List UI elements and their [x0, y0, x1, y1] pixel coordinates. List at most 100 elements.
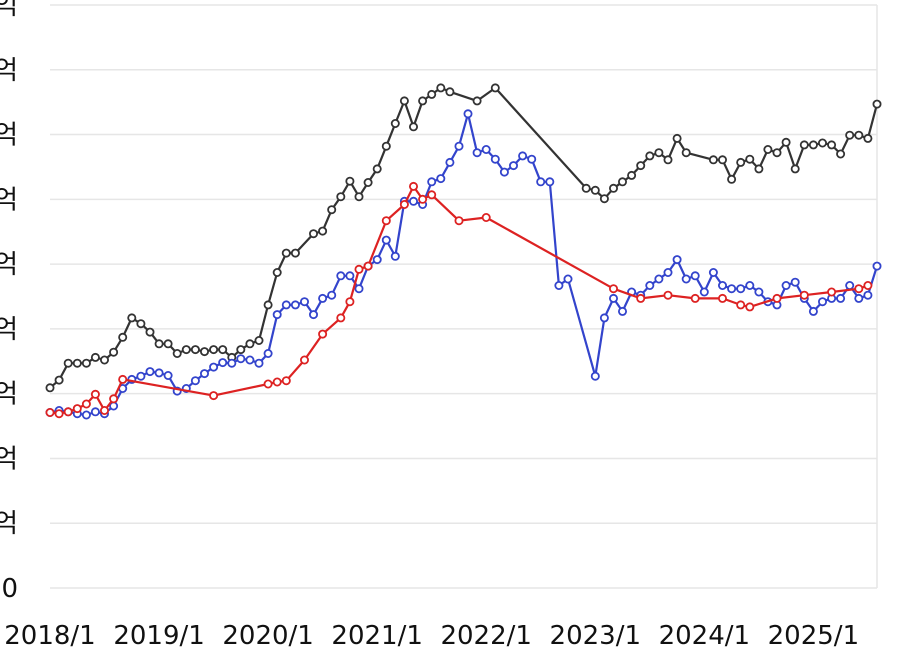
- data-point: [63, 358, 73, 368]
- data-point: [418, 96, 428, 106]
- data-point: [72, 404, 82, 414]
- data-point: [799, 290, 809, 300]
- data-point: [818, 297, 828, 307]
- y-tick-label: 억: [0, 250, 18, 280]
- data-point: [236, 354, 246, 364]
- data-point: [90, 389, 100, 399]
- data-point: [218, 358, 228, 368]
- data-point: [490, 83, 500, 93]
- y-tick-label: 억: [0, 315, 18, 345]
- data-point: [836, 293, 846, 303]
- data-point: [72, 358, 82, 368]
- data-point: [54, 409, 64, 419]
- data-point: [718, 293, 728, 303]
- data-point: [408, 122, 418, 132]
- data-point: [827, 140, 837, 150]
- data-point: [554, 280, 564, 290]
- data-point: [299, 297, 309, 307]
- data-point: [445, 87, 455, 97]
- x-tick-label: 2018/1: [4, 621, 95, 651]
- data-point: [536, 177, 546, 187]
- data-point: [708, 155, 718, 165]
- data-point: [772, 148, 782, 158]
- data-point: [872, 261, 882, 271]
- data-point: [454, 141, 464, 151]
- data-point: [254, 358, 264, 368]
- data-point: [254, 335, 264, 345]
- data-point: [318, 293, 328, 303]
- data-point: [663, 267, 673, 277]
- data-point: [609, 183, 619, 193]
- data-point: [636, 161, 646, 171]
- data-point: [190, 345, 200, 355]
- data-point: [808, 306, 818, 316]
- data-point: [81, 410, 91, 420]
- data-point: [854, 130, 864, 140]
- data-point: [427, 190, 437, 200]
- data-point: [472, 96, 482, 106]
- x-tick-label: 2021/1: [331, 621, 422, 651]
- data-point: [281, 248, 291, 258]
- data-point: [845, 280, 855, 290]
- y-tick-label: 억: [0, 380, 18, 410]
- data-point: [745, 280, 755, 290]
- y-tick-label: 0: [1, 574, 18, 604]
- data-point: [609, 293, 619, 303]
- data-point: [54, 375, 64, 385]
- data-point: [745, 154, 755, 164]
- data-point: [518, 151, 528, 161]
- data-point: [609, 284, 619, 294]
- data-point: [272, 377, 282, 387]
- data-point: [272, 267, 282, 277]
- data-point: [418, 194, 428, 204]
- data-point: [727, 284, 737, 294]
- x-axis-ticks: 2018/1 2019/1 2020/1 2021/1 2022/1 2023/1 2024…: [4, 621, 859, 651]
- series-1: [45, 109, 882, 420]
- data-point: [399, 96, 409, 106]
- data-point: [109, 347, 119, 357]
- data-point: [327, 290, 337, 300]
- data-point: [690, 271, 700, 281]
- data-point: [209, 345, 219, 355]
- data-point: [209, 391, 219, 401]
- data-point: [127, 313, 137, 323]
- data-point: [390, 251, 400, 261]
- data-point: [408, 196, 418, 206]
- data-point: [436, 83, 446, 93]
- data-point: [154, 368, 164, 378]
- data-point: [854, 284, 864, 294]
- data-point: [754, 287, 764, 297]
- data-point: [145, 327, 155, 337]
- data-point: [445, 157, 455, 167]
- data-point: [481, 212, 491, 222]
- data-point: [354, 192, 364, 202]
- data-point: [808, 140, 818, 150]
- data-point: [290, 300, 300, 310]
- data-point: [163, 370, 173, 380]
- data-point: [354, 284, 364, 294]
- data-point: [863, 290, 873, 300]
- data-point: [427, 89, 437, 99]
- data-point: [645, 280, 655, 290]
- data-point: [527, 154, 537, 164]
- y-tick-label: 억: [0, 509, 18, 539]
- data-point: [872, 99, 882, 109]
- data-point: [745, 302, 755, 312]
- data-point: [199, 347, 209, 357]
- data-point: [218, 345, 228, 355]
- data-point: [290, 248, 300, 258]
- data-point: [236, 345, 246, 355]
- data-point: [100, 355, 110, 365]
- data-point: [508, 161, 518, 171]
- data-point: [263, 348, 273, 358]
- data-point: [863, 133, 873, 143]
- data-point: [136, 371, 146, 381]
- y-tick-label: 억: [0, 0, 18, 21]
- y-tick-label: 억: [0, 444, 18, 474]
- data-point: [154, 339, 164, 349]
- data-point: [345, 297, 355, 307]
- data-point: [263, 300, 273, 310]
- data-point: [718, 280, 728, 290]
- data-point: [463, 109, 473, 119]
